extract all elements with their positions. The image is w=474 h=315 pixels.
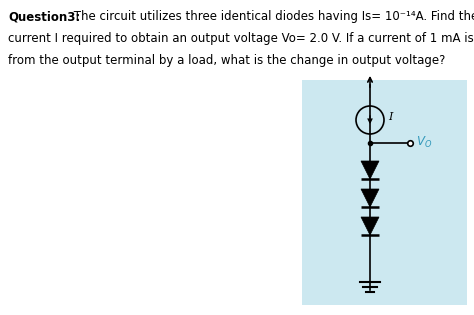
Text: $V_O$: $V_O$ — [416, 135, 432, 150]
Polygon shape — [361, 217, 379, 235]
Text: current I required to obtain an output voltage Vo= 2.0 V. If a current of 1 mA i: current I required to obtain an output v… — [8, 32, 474, 45]
Bar — [302, 80, 467, 305]
Text: Question3:: Question3: — [8, 10, 80, 23]
Polygon shape — [361, 161, 379, 179]
Text: I: I — [388, 112, 392, 122]
Polygon shape — [361, 189, 379, 207]
Text: from the output terminal by a load, what is the change in output voltage?: from the output terminal by a load, what… — [8, 54, 446, 67]
Text: The circuit utilizes three identical diodes having Is= 10⁻¹⁴A. Find the value of: The circuit utilizes three identical dio… — [70, 10, 474, 23]
